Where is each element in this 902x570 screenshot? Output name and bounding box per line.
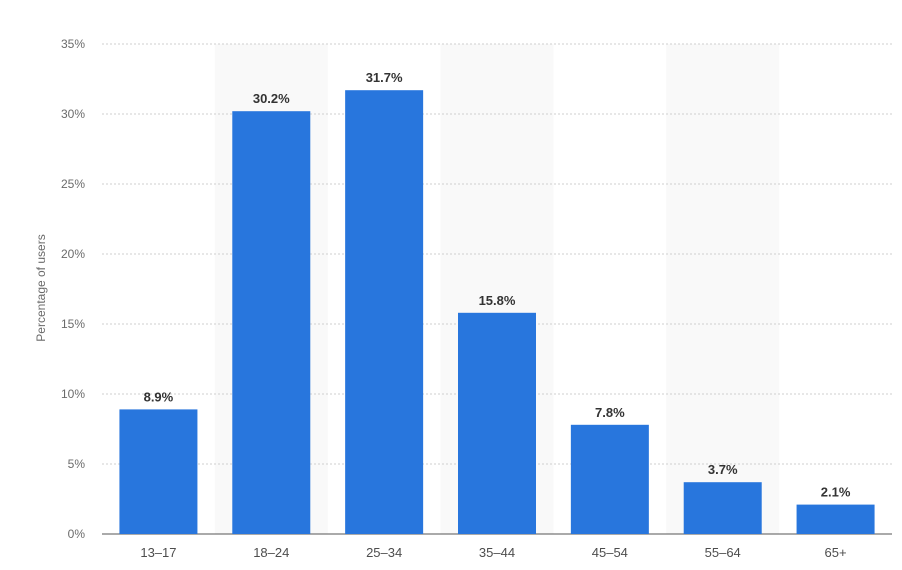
data-label: 8.9% xyxy=(144,389,174,404)
y-axis-label: Percentage of users xyxy=(34,234,48,341)
x-tick-label: 45–54 xyxy=(592,545,628,560)
x-tick-label: 55–64 xyxy=(705,545,741,560)
y-tick-label: 25% xyxy=(61,177,85,191)
x-tick-label: 13–17 xyxy=(140,545,176,560)
data-label: 15.8% xyxy=(479,293,516,308)
bar[interactable] xyxy=(683,482,762,534)
y-tick-label: 30% xyxy=(61,107,85,121)
data-label: 2.1% xyxy=(821,485,851,500)
bar[interactable] xyxy=(232,111,311,534)
y-tick-label: 20% xyxy=(61,247,85,261)
bar[interactable] xyxy=(796,504,875,534)
data-label: 31.7% xyxy=(366,70,403,85)
y-tick-label: 10% xyxy=(61,387,85,401)
y-tick-label: 0% xyxy=(68,527,86,541)
data-label: 7.8% xyxy=(595,405,625,420)
bar[interactable] xyxy=(345,90,424,534)
bar[interactable] xyxy=(570,424,649,534)
x-tick-label: 25–34 xyxy=(366,545,402,560)
x-tick-label: 35–44 xyxy=(479,545,515,560)
bar[interactable] xyxy=(119,409,198,534)
data-label: 3.7% xyxy=(708,462,738,477)
bar[interactable] xyxy=(458,312,536,534)
data-label: 30.2% xyxy=(253,91,290,106)
y-tick-label: 15% xyxy=(61,317,85,331)
x-tick-label: 18–24 xyxy=(253,545,289,560)
shaded-band xyxy=(666,44,780,534)
x-tick-label: 65+ xyxy=(825,545,847,560)
y-tick-label: 5% xyxy=(68,457,86,471)
y-tick-label: 35% xyxy=(61,37,85,51)
